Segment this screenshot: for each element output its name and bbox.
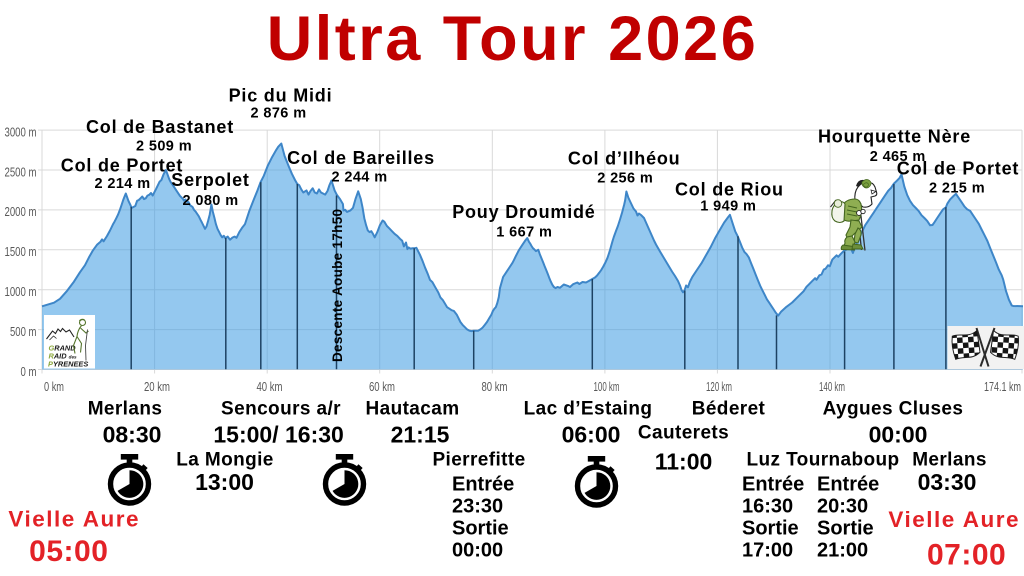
svg-text:Entrée: Entrée — [452, 474, 514, 496]
svg-text:00:00: 00:00 — [869, 422, 928, 448]
svg-text:2 256 m: 2 256 m — [597, 171, 653, 187]
svg-text:Col de Bareilles: Col de Bareilles — [287, 148, 435, 168]
svg-text:2000 m: 2000 m — [5, 204, 37, 219]
svg-text:Hourquette Nère: Hourquette Nère — [818, 127, 971, 147]
svg-text:08:30: 08:30 — [103, 422, 162, 448]
svg-text:06:00: 06:00 — [562, 422, 621, 448]
svg-text:Pouy Droumidé: Pouy Droumidé — [452, 202, 595, 222]
svg-text:03:30: 03:30 — [918, 469, 977, 495]
svg-text:1 949 m: 1 949 m — [700, 199, 756, 215]
svg-text:2 215 m: 2 215 m — [929, 181, 985, 197]
svg-text:23:30: 23:30 — [452, 496, 503, 518]
svg-text:16:30: 16:30 — [742, 496, 793, 518]
svg-text:Col de Bastanet: Col de Bastanet — [86, 117, 234, 137]
svg-text:PYRENEES: PYRENEES — [48, 360, 88, 369]
svg-text:Entrée: Entrée — [817, 474, 879, 496]
svg-text:Vielle Aure: Vielle Aure — [888, 507, 1020, 532]
svg-text:07:00: 07:00 — [927, 539, 1006, 572]
svg-text:Sortie: Sortie — [452, 518, 509, 540]
svg-text:13:00: 13:00 — [195, 469, 254, 495]
svg-text:Col de Riou: Col de Riou — [675, 180, 784, 200]
svg-text:1000 m: 1000 m — [5, 284, 37, 299]
svg-text:Hautacam: Hautacam — [365, 398, 459, 419]
svg-text:Sortie: Sortie — [742, 518, 799, 540]
svg-text:Entrée: Entrée — [742, 474, 804, 496]
svg-text:La Mongie: La Mongie — [176, 450, 274, 471]
svg-text:2 876 m: 2 876 m — [250, 106, 306, 122]
svg-text:2500 m: 2500 m — [5, 164, 37, 179]
svg-text:Cauterets: Cauterets — [638, 423, 729, 444]
svg-text:Sortie: Sortie — [817, 518, 874, 540]
svg-text:100 km: 100 km — [594, 379, 620, 394]
svg-text:40 km: 40 km — [257, 379, 283, 394]
svg-text:Lac d’Estaing: Lac d’Estaing — [524, 398, 653, 419]
svg-text:Vielle Aure: Vielle Aure — [8, 506, 140, 531]
svg-text:15:00/ 16:30: 15:00/ 16:30 — [213, 422, 343, 448]
svg-text:Col de Portet: Col de Portet — [897, 159, 1019, 179]
svg-text:Béderet: Béderet — [692, 398, 766, 419]
svg-text:Aygues Cluses: Aygues Cluses — [823, 398, 964, 419]
svg-text:Luz Tournaboup: Luz Tournaboup — [747, 450, 900, 471]
svg-text:0 m: 0 m — [21, 364, 37, 379]
svg-text:2 465 m: 2 465 m — [870, 149, 926, 165]
svg-text:21:15: 21:15 — [391, 422, 450, 448]
svg-text:Ultra Tour 2026: Ultra Tour 2026 — [267, 4, 758, 74]
svg-text:RAID des: RAID des — [49, 352, 78, 361]
svg-text:2 509 m: 2 509 m — [136, 139, 192, 155]
svg-text:20:30: 20:30 — [817, 496, 868, 518]
svg-text:Descente Aoube 17h50: Descente Aoube 17h50 — [330, 209, 345, 362]
svg-text:Sencours a/r: Sencours a/r — [221, 398, 341, 419]
svg-text:1500 m: 1500 m — [5, 244, 37, 259]
svg-text:17:00: 17:00 — [742, 540, 793, 562]
svg-text:11:00: 11:00 — [655, 448, 713, 474]
svg-text:Pierrefitte: Pierrefitte — [432, 450, 525, 471]
svg-text:Serpolet: Serpolet — [171, 170, 249, 190]
svg-text:Merlans: Merlans — [88, 398, 163, 419]
svg-text:140 km: 140 km — [819, 379, 845, 394]
svg-text:500 m: 500 m — [10, 324, 37, 339]
svg-text:2 214 m: 2 214 m — [94, 176, 150, 192]
svg-text:Merlans: Merlans — [912, 450, 987, 471]
svg-text:2 244 m: 2 244 m — [331, 170, 387, 186]
svg-text:Col de Portet: Col de Portet — [61, 156, 183, 176]
svg-text:05:00: 05:00 — [29, 535, 108, 568]
svg-text:174.1 km: 174.1 km — [984, 379, 1021, 394]
svg-text:120 km: 120 km — [706, 379, 732, 394]
svg-text:20 km: 20 km — [144, 379, 170, 394]
svg-text:21:00: 21:00 — [817, 540, 868, 562]
svg-text:Pic du Midi: Pic du Midi — [229, 86, 333, 106]
svg-text:1 667 m: 1 667 m — [496, 224, 552, 240]
svg-text:0 km: 0 km — [44, 379, 64, 394]
svg-text:3000 m: 3000 m — [5, 124, 37, 139]
svg-text:Col d’Ilhéou: Col d’Ilhéou — [568, 149, 681, 169]
svg-text:GRAND: GRAND — [49, 344, 77, 353]
svg-text:80 km: 80 km — [482, 379, 508, 394]
svg-text:60 km: 60 km — [369, 379, 395, 394]
svg-text:00:00: 00:00 — [452, 540, 503, 562]
svg-text:2 080 m: 2 080 m — [182, 193, 238, 209]
